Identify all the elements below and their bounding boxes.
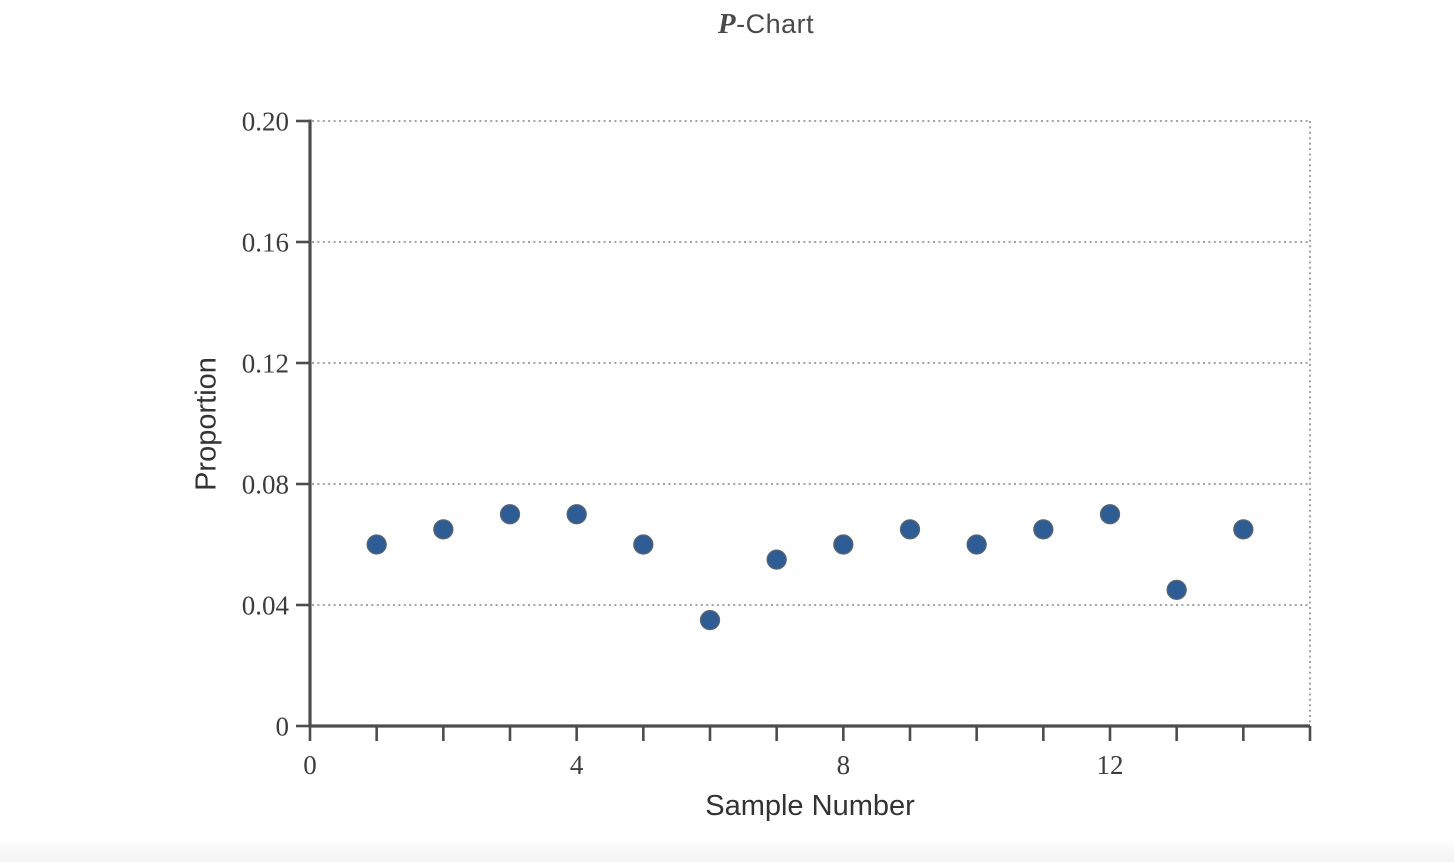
x-axis-title: Sample Number <box>705 790 915 822</box>
x-tick-label: 4 <box>570 750 584 780</box>
x-tick-label: 12 <box>1097 750 1124 780</box>
data-point <box>433 519 454 540</box>
data-point <box>1099 504 1121 525</box>
y-tick-label: 0.04 <box>242 590 290 620</box>
data-point <box>833 534 854 555</box>
data-point <box>966 534 987 555</box>
y-tick-label: 0 <box>276 711 290 741</box>
page-bottom-edge <box>0 838 1454 862</box>
data-point <box>1033 519 1054 540</box>
x-tick-label: 0 <box>303 750 317 780</box>
y-tick-label: 0.12 <box>242 348 289 378</box>
data-point <box>499 504 521 525</box>
y-tick-label: 0.20 <box>242 106 289 136</box>
y-tick-label: 0.16 <box>242 227 289 257</box>
chart-title: P-Chart <box>718 8 814 41</box>
data-point <box>566 504 587 525</box>
x-tick-label: 8 <box>837 750 851 780</box>
chart-title-italic-p: P <box>717 8 737 40</box>
data-point <box>899 519 921 540</box>
data-point <box>366 534 387 555</box>
data-point <box>1233 519 1254 540</box>
data-point <box>766 549 787 570</box>
data-point <box>1166 579 1187 601</box>
data-point <box>699 609 721 631</box>
data-point <box>633 534 654 555</box>
chart-title-rest: -Chart <box>736 9 815 39</box>
y-tick-label: 0.08 <box>242 469 289 499</box>
